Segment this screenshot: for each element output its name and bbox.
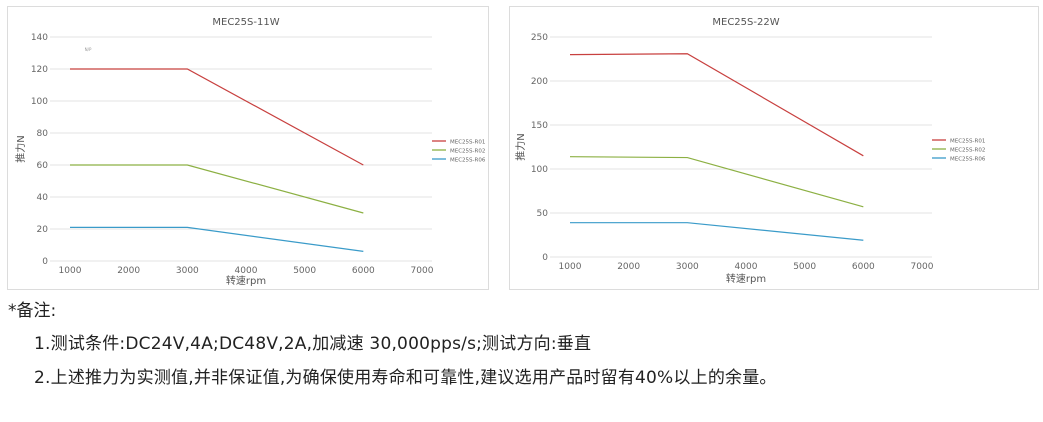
y-tick-label: 120: [31, 65, 48, 75]
x-tick-label: 7000: [911, 262, 934, 272]
series-line-mec25s-r01: [569, 53, 864, 157]
chart-22w: MEC25S-22W 0 50 100 150 200 250 1000 2000 3000 400…: [514, 17, 986, 285]
notes-section: *备注: 1.测试条件:DC24V,4A;DC48V,2A,加减速 30,000…: [8, 296, 1038, 397]
y-tick-label: 140: [31, 33, 48, 43]
x-axis-label: 转速rpm: [726, 272, 766, 285]
x-tick-label: 5000: [793, 262, 816, 272]
x-tick-label: 2000: [617, 262, 640, 272]
y-tick-label: 20: [37, 225, 49, 235]
series-line-mec25s-r06: [70, 226, 364, 252]
x-axis-label: 转速rpm: [226, 274, 266, 287]
x-tick-label: 6000: [852, 262, 875, 272]
y-tick-label: 50: [537, 209, 549, 219]
x-tick-label: 3000: [176, 266, 199, 276]
notes-line-1: 1.测试条件:DC24V,4A;DC48V,2A,加减速 30,000pps/s…: [34, 334, 592, 354]
y-tick-label: 250: [531, 33, 548, 43]
x-tick-label: 2000: [117, 266, 140, 276]
x-tick-label: 5000: [293, 266, 316, 276]
chart-title: MEC25S-11W: [212, 17, 279, 28]
chart-title: MEC25S-22W: [712, 17, 779, 28]
y-tick-label: 60: [37, 161, 49, 171]
y-tick-label: 100: [31, 97, 48, 107]
legend-label: MEC25S-R01: [950, 139, 985, 145]
series-line-mec25s-r06: [570, 222, 864, 241]
x-tick-label: 4000: [235, 266, 258, 276]
y-tick-label: 100: [531, 165, 548, 175]
y-tick-label: 150: [531, 121, 548, 131]
y-tick-label: 0: [542, 253, 548, 263]
x-tick-label: 6000: [352, 266, 375, 276]
legend-label: MEC25S-R02: [450, 149, 485, 155]
legend-label: MEC25S-R01: [450, 140, 485, 146]
series-line-mec25s-r02: [70, 164, 364, 214]
x-tick-label: 3000: [676, 262, 699, 272]
x-tick-label: 1000: [559, 262, 582, 272]
y-tick-label: 80: [37, 129, 49, 139]
legend-label: MEC25S-R02: [950, 148, 985, 154]
y-tick-label: 40: [37, 193, 49, 203]
x-tick-label: 1000: [59, 266, 82, 276]
legend-label: MEC25S-R06: [450, 158, 486, 164]
chart-annotation: N/P: [85, 47, 92, 52]
y-tick-label: 0: [42, 257, 48, 267]
y-axis-label: 推力N: [514, 133, 527, 160]
series-line-mec25s-r01: [70, 68, 364, 166]
notes-line-2: 2.上述推力为实测值,并非保证值,为确保使用寿命和可靠性,建议选用产品时留有40…: [34, 368, 777, 388]
legend-label: MEC25S-R06: [950, 157, 986, 163]
chart-panel-22w: MEC25S-22W 0 50 100 150 200 250 1000 2000 3000 400…: [509, 6, 1039, 290]
series-line-mec25s-r02: [569, 156, 864, 208]
y-tick-label: 200: [531, 77, 548, 87]
chart-panel-11w: MEC25S-11W 0 20 40 60 80 100 120 140 1000 2000 3000…: [7, 6, 489, 290]
x-tick-label: 4000: [735, 262, 758, 272]
chart-11w: MEC25S-11W 0 20 40 60 80 100 120 140 1000 2000 3000…: [14, 17, 486, 287]
y-axis-label: 推力N: [14, 135, 27, 162]
x-tick-label: 7000: [411, 266, 434, 276]
notes-heading: *备注:: [8, 301, 57, 321]
